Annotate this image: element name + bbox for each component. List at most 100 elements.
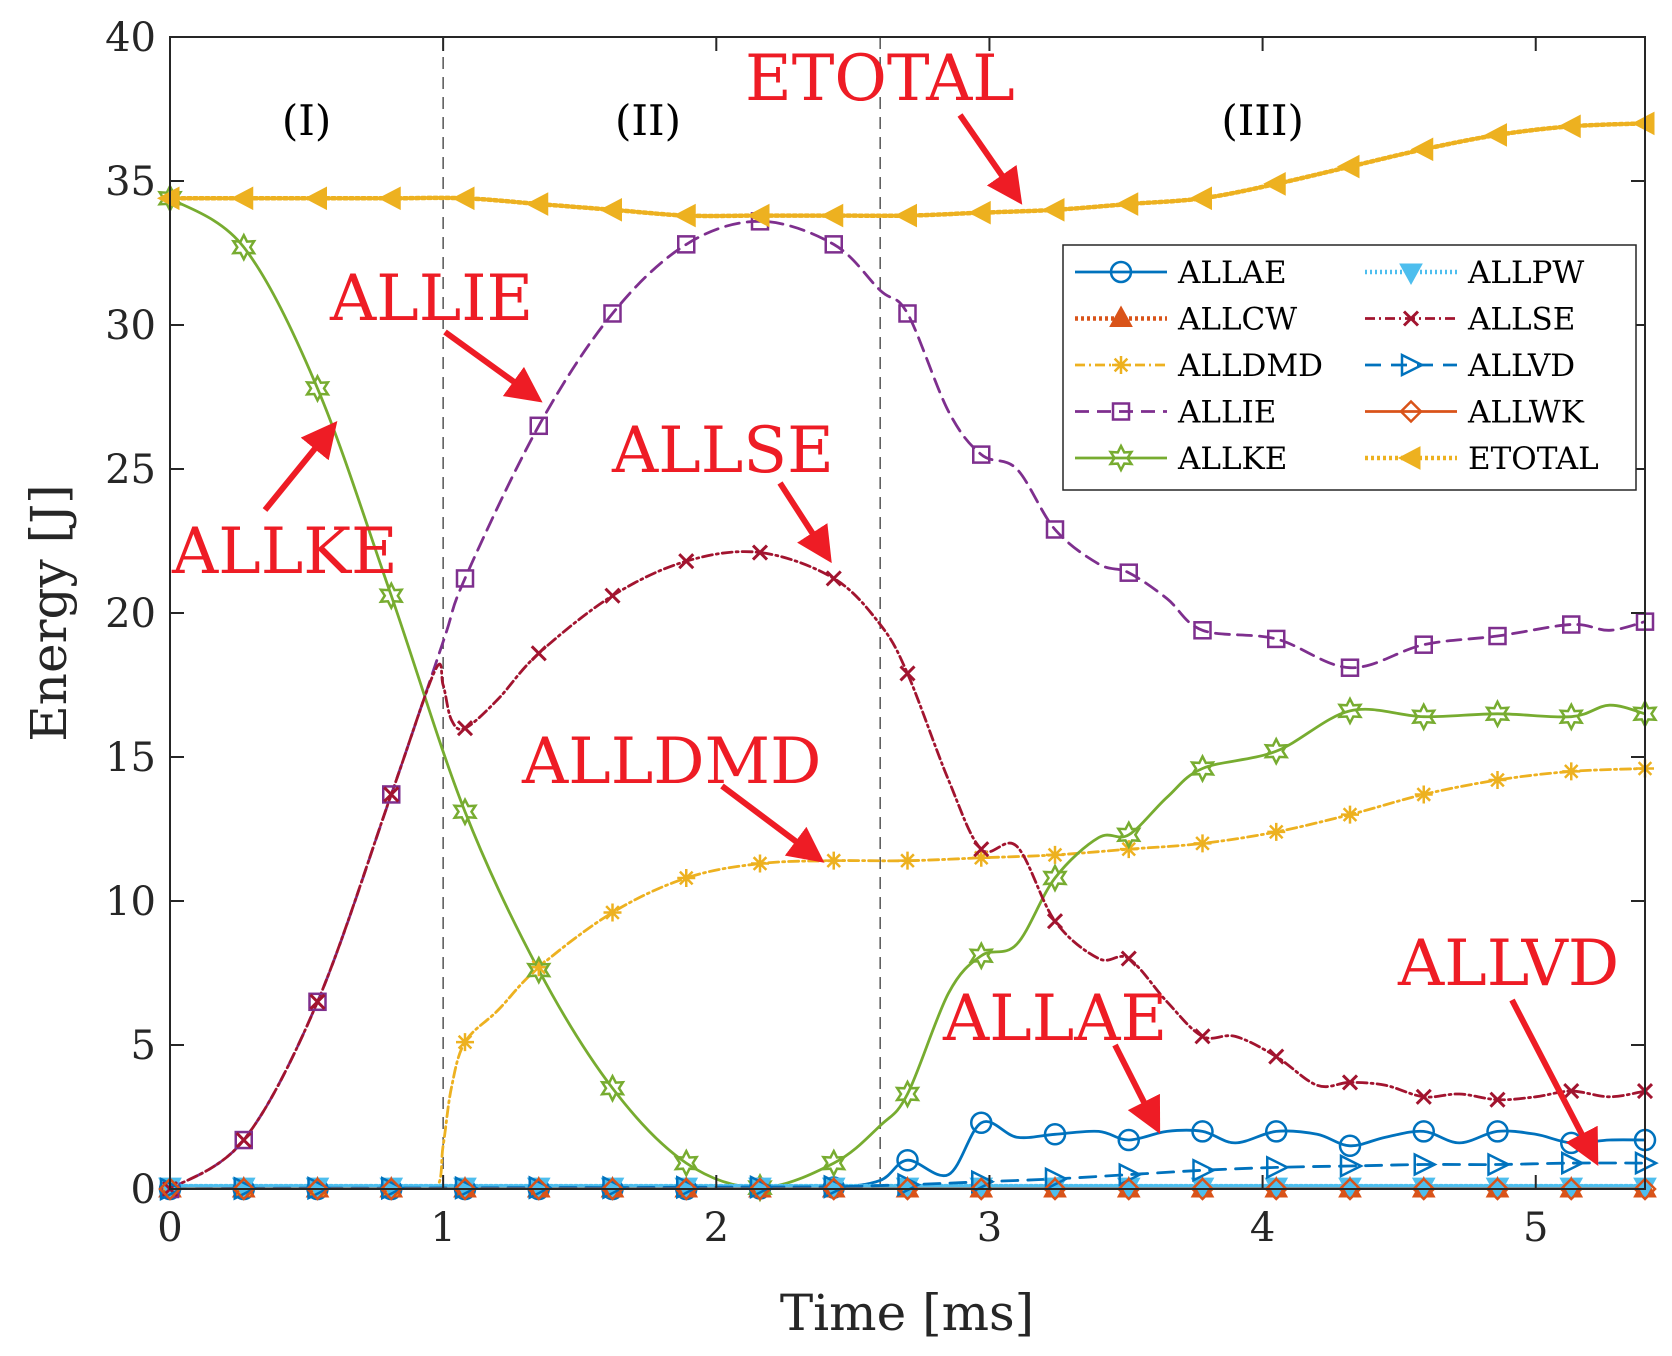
data-point-alldmd — [529, 958, 548, 977]
y-tick-label: 15 — [105, 735, 156, 781]
data-point-allie — [603, 304, 622, 323]
data-point-allse — [1046, 913, 1064, 930]
data-point-allse — [899, 665, 916, 682]
data-point-allse — [235, 1131, 252, 1149]
data-point-allae — [896, 1148, 919, 1172]
x-tick-label: 4 — [1250, 1205, 1275, 1251]
data-point-etotal — [156, 186, 180, 211]
legend-marker-allie — [1111, 402, 1131, 421]
x-tick-label: 0 — [157, 1205, 182, 1251]
data-point-etotal — [894, 203, 917, 228]
legend-marker-allcw — [1109, 305, 1133, 327]
data-point-allke — [304, 373, 331, 404]
data-point-allie — [1045, 520, 1065, 539]
data-point-allke — [894, 1079, 921, 1109]
data-point-allke — [231, 232, 257, 262]
data-point-alldmd — [603, 903, 622, 922]
series-markers-etotal — [156, 111, 1655, 228]
x-axis-label: Time [ms] — [780, 1284, 1034, 1342]
legend-label-alldmd: ALLDMD — [1177, 348, 1323, 384]
data-point-alldmd — [1267, 822, 1286, 841]
region-labels: (I) (II) (III) — [282, 96, 1304, 145]
data-point-allwk — [231, 1177, 256, 1201]
series-line-allse — [170, 550, 1645, 1189]
data-point-allie — [1193, 621, 1212, 640]
data-point-etotal — [1115, 192, 1139, 216]
data-point-alldmd — [1046, 845, 1064, 864]
data-point-etotal — [1041, 197, 1065, 222]
data-point-allvd — [1192, 1158, 1217, 1183]
annotation-allae: ALLAE — [942, 982, 1167, 1056]
data-point-allie — [455, 569, 475, 588]
legend-label-allse: ALLSE — [1467, 302, 1575, 338]
annotation-arrow-allae — [1112, 1043, 1161, 1135]
data-point-etotal — [599, 197, 622, 222]
data-point-allke — [526, 955, 552, 985]
y-tick-label: 35 — [105, 159, 156, 205]
data-point-allse — [1120, 950, 1137, 967]
data-point-allke — [1484, 699, 1511, 729]
legend: ALLAE ALLCW ALLDMD ALLIE ALLKE ALLPW ALLSE ALLV… — [1062, 244, 1637, 491]
data-point-etotal — [451, 186, 475, 211]
data-point-etotal — [1631, 111, 1655, 136]
x-tick-label: 3 — [977, 1205, 1002, 1251]
data-point-etotal — [525, 192, 549, 216]
annotation-arrow-alldmd — [720, 783, 825, 863]
legend-box — [1062, 244, 1637, 491]
data-point-allse — [309, 993, 326, 1010]
data-point-allwk — [600, 1177, 625, 1201]
legend-marker-allae — [1109, 260, 1133, 284]
data-point-allwk — [526, 1177, 551, 1201]
data-point-allwk — [1043, 1177, 1067, 1201]
data-point-allwk — [1190, 1177, 1215, 1201]
data-point-allse — [1268, 1048, 1285, 1065]
data-point-allwk — [158, 1177, 182, 1201]
annotation-allke: ALLKE — [171, 515, 398, 589]
data-point-allke — [1411, 701, 1437, 732]
data-point-allwk — [895, 1177, 920, 1201]
legend-marker-allpw — [1399, 263, 1423, 286]
data-point-allie — [308, 992, 327, 1012]
data-point-etotal — [1336, 154, 1360, 179]
legend-marker-allvd — [1400, 352, 1425, 378]
y-tick-label: 40 — [105, 15, 156, 61]
legend-marker-alldmd — [1112, 356, 1130, 374]
data-point-alldmd — [1341, 805, 1359, 824]
region-label-i: (I) — [282, 96, 331, 145]
y-tick-label: 20 — [105, 591, 156, 637]
data-point-allwk — [1264, 1177, 1289, 1201]
y-axis-label: Energy [J] — [20, 484, 78, 741]
data-point-allvd — [1044, 1166, 1069, 1191]
region-label-iii: (III) — [1221, 96, 1304, 145]
data-point-etotal — [378, 186, 401, 211]
data-point-allae — [970, 1111, 993, 1135]
data-point-allae — [1043, 1123, 1067, 1146]
data-point-allwk — [1485, 1177, 1510, 1201]
data-point-allwk — [1633, 1177, 1657, 1201]
legend-marker-etotal — [1397, 446, 1421, 470]
data-point-allse — [604, 587, 621, 604]
data-point-allwk — [1338, 1177, 1362, 1201]
series-markers-allwk — [158, 1177, 1657, 1201]
data-point-etotal — [304, 186, 327, 211]
annotation-allie: ALLIE — [329, 262, 533, 336]
data-point-allse — [973, 841, 990, 858]
data-point-allwk — [1559, 1177, 1584, 1201]
data-point-allke — [378, 580, 404, 611]
legend-label-allcw: ALLCW — [1177, 302, 1297, 338]
data-point-etotal — [820, 203, 844, 228]
data-point-etotal — [1484, 123, 1507, 147]
annotation-allse: ALLSE — [611, 414, 834, 488]
x-tick-label: 1 — [430, 1205, 455, 1251]
legend-label-allae: ALLAE — [1177, 255, 1287, 291]
data-point-etotal — [968, 200, 991, 225]
data-point-allwk — [821, 1177, 846, 1201]
data-point-allke — [1189, 753, 1216, 784]
data-point-allse — [1563, 1083, 1580, 1100]
data-point-allae — [1338, 1134, 1362, 1158]
y-tick-label: 5 — [131, 1023, 156, 1069]
data-point-alldmd — [1414, 785, 1433, 804]
data-point-allwk — [1411, 1177, 1436, 1201]
region-label-ii: (II) — [615, 96, 681, 145]
